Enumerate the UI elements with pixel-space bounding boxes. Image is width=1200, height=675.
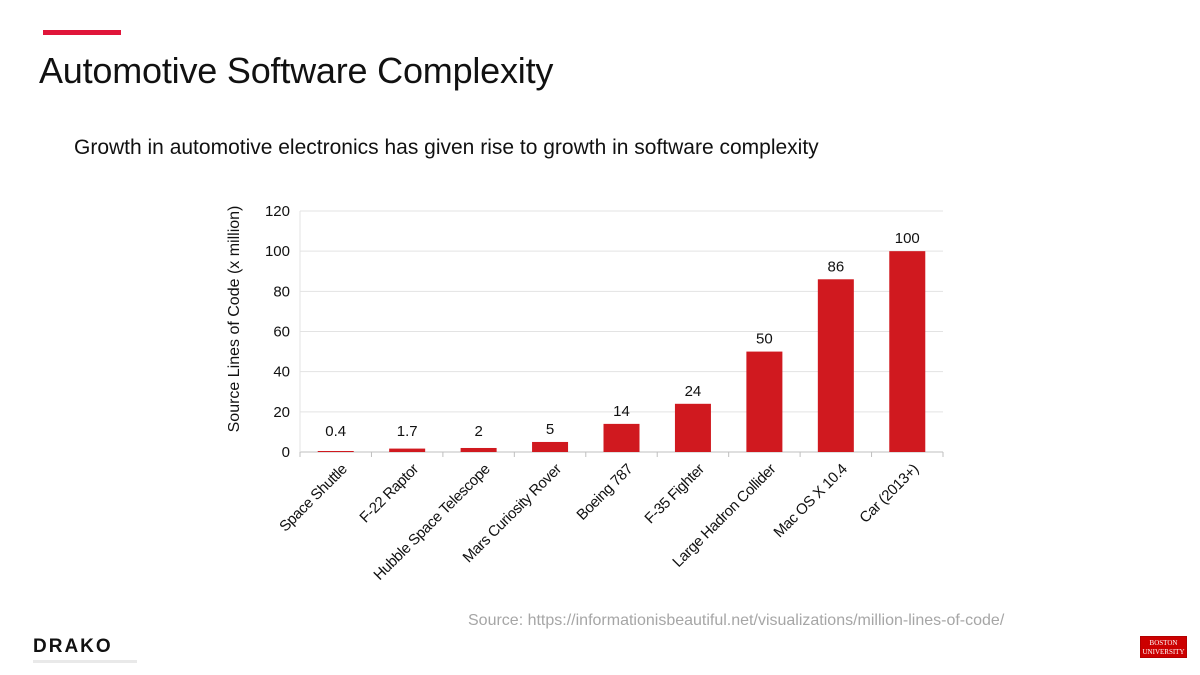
x-tick-label: Boeing 787 (573, 461, 636, 524)
slide-title: Automotive Software Complexity (39, 50, 554, 91)
bars (317, 251, 926, 452)
x-tick-label: Mac OS X 10.4 (770, 461, 850, 541)
data-label: 50 (756, 331, 773, 348)
bar (460, 447, 497, 452)
bar (674, 403, 711, 452)
y-tick-label: 0 (282, 444, 290, 461)
data-label: 5 (546, 421, 554, 438)
bu-logo-line2: UNIVERSITY (1142, 648, 1185, 656)
bar (817, 279, 854, 452)
x-tick-label: Car (2013+) (856, 461, 922, 527)
source-citation: Source: https://informationisbeautiful.n… (468, 612, 1005, 629)
y-axis-label: Source Lines of Code (x million) (226, 206, 243, 433)
data-label: 0.4 (325, 423, 346, 440)
data-label: 100 (895, 230, 920, 247)
x-tick-label: F-35 Fighter (641, 461, 708, 528)
bar (889, 251, 926, 452)
bar (746, 351, 783, 452)
bar (317, 451, 354, 452)
y-tick-label: 60 (273, 324, 290, 341)
data-label: 1.7 (397, 423, 418, 440)
slide-subtitle: Growth in automotive electronics has giv… (74, 136, 819, 159)
boston-university-logo: BOSTON UNIVERSITY (1140, 636, 1187, 658)
x-tick-label: F-22 Raptor (356, 461, 422, 527)
y-tick-label: 100 (265, 243, 290, 260)
x-tick-label: Space Shuttle (276, 461, 350, 535)
bar (603, 423, 640, 452)
data-label: 14 (613, 403, 630, 420)
bar (389, 448, 426, 452)
drako-logo: DRAKO (33, 636, 113, 657)
y-tick-label: 80 (273, 283, 290, 300)
bar (532, 441, 569, 452)
y-axis-ticks: 0 20 40 60 80 100 120 (265, 203, 290, 461)
data-label: 86 (827, 258, 844, 275)
title-accent-bar (43, 30, 121, 35)
x-tick-label: Hubble Space Telescope (370, 461, 493, 584)
y-tick-label: 20 (273, 404, 290, 421)
y-tick-label: 40 (273, 364, 290, 381)
data-label: 2 (474, 423, 482, 440)
data-labels: 0.4 1.7 2 5 14 24 50 86 100 (325, 230, 920, 440)
y-tick-label: 120 (265, 203, 290, 220)
drako-logo-tagline (33, 660, 137, 663)
data-label: 24 (685, 383, 702, 400)
bu-logo-line1: BOSTON (1149, 639, 1178, 647)
